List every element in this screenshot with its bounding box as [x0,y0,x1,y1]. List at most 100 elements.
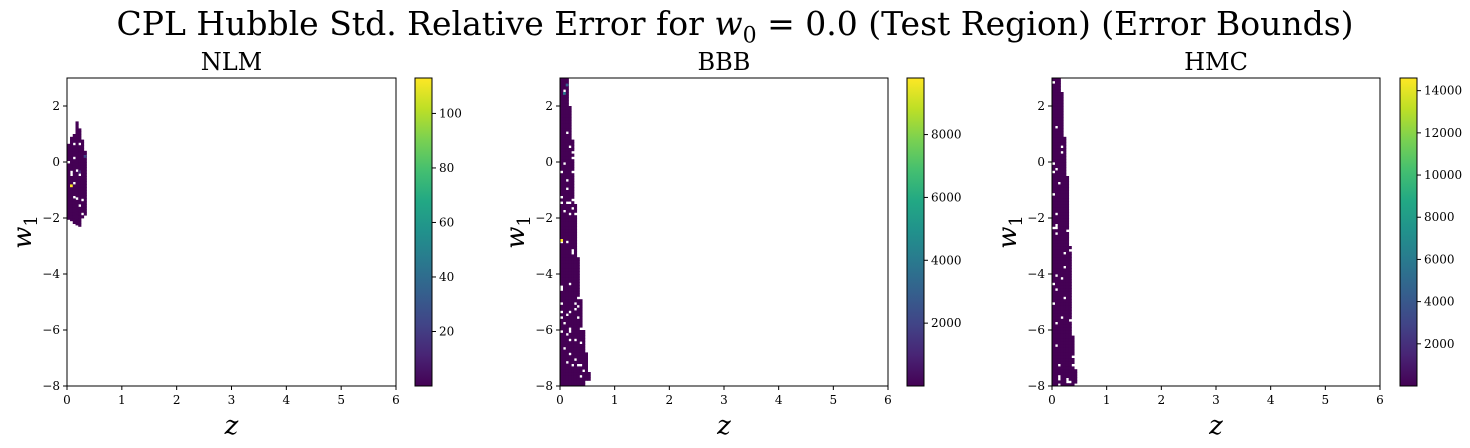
heatmap-cell [78,148,82,152]
heatmap-cell [582,330,586,334]
heatmap-cell [573,374,578,378]
heatmap-cell [1060,209,1064,213]
heatmap-cell [565,206,569,210]
heatmap-cell [1060,153,1064,157]
heatmap-cell [1052,229,1056,233]
heatmap-cell [565,262,569,266]
heatmap-cell [1057,209,1061,213]
colorbar-tick-label: 20 [439,324,454,338]
heatmap-cell [576,290,580,294]
heatmap-cell [563,201,567,205]
heatmap-cell [1068,349,1072,353]
colorbar-gradient [414,77,433,387]
heatmap-cell [571,302,575,306]
heatmap-cell [83,187,87,191]
heatmap-cell [573,246,578,250]
heatmap-cell [1055,206,1059,210]
heatmap-cell [579,313,583,317]
heatmap-cell [576,285,580,289]
heatmap-cell [560,369,564,373]
heatmap-cell [1055,290,1059,294]
heatmap-cell [1071,372,1075,376]
heatmap-cell [1052,164,1056,168]
heatmap-cell [1055,363,1059,367]
heatmap-cell [1065,363,1070,367]
heatmap-cell [1052,86,1056,90]
heatmap-cell [1052,100,1056,104]
heatmap-cell [1052,240,1056,244]
heatmap-cell [80,192,85,196]
heatmap-cell [1052,195,1056,199]
heatmap-cell [1060,338,1064,342]
heatmap-cell [1063,307,1067,311]
heatmap-cell [1065,285,1070,289]
heatmap-cell [565,120,569,124]
heatmap-cell [1055,170,1059,174]
heatmap-cell [565,181,569,185]
heatmap-cell [1055,338,1059,342]
heatmap-cell [1055,360,1059,364]
heatmap-cell [579,358,583,362]
heatmap-cell [568,134,572,138]
heatmap-cell [80,204,85,208]
heatmap-cell [568,335,572,339]
heatmap-cell [565,324,569,328]
heatmap-cell [576,372,580,376]
heatmap-cell [1068,271,1072,275]
heatmap-cell [563,218,567,222]
heatmap-cell [1065,262,1070,266]
heatmap-cell [568,285,572,289]
heatmap-cell [1055,117,1059,121]
heatmap-cell [568,187,572,191]
heatmap-cell [584,374,588,378]
heatmap-cell [72,198,76,202]
heatmap-cell [565,94,569,98]
heatmap-cell [1068,276,1072,280]
heatmap-cell [565,260,569,264]
heatmap-cell [1057,288,1061,292]
heatmap-cell [1065,307,1070,311]
heatmap-cell [571,299,575,303]
heatmap-cell [563,268,567,272]
heatmap-cell [1068,366,1072,370]
heatmap-cell [1052,268,1056,272]
heatmap-cell [70,218,74,222]
heatmap-cell [72,204,76,208]
heatmap-cell [582,380,586,384]
heatmap-cell [568,139,572,143]
heatmap-cell [571,218,575,222]
heatmap-cell [565,226,569,230]
heatmap-cell [1055,260,1059,264]
heatmap-cell [1052,293,1056,297]
heatmap-cell [75,183,79,187]
y-axis-label: w1 [501,215,535,249]
heatmap-cell [584,372,588,376]
heatmap-cell [576,257,580,261]
heatmap-cell [67,174,71,178]
colorbar-tick-label: 14000 [1424,84,1462,98]
heatmap-cell [1055,162,1059,166]
heatmap-cell [568,246,572,250]
heatmap-cell [1060,369,1064,373]
heatmap-cell [1068,302,1072,306]
heatmap-cell [1065,369,1070,373]
heatmap-cell [565,139,569,143]
heatmap-cell [563,302,567,306]
heatmap-cell [1060,274,1064,278]
heatmap-cell [1060,148,1064,152]
heatmap-cell [568,271,572,275]
heatmap-cell [75,166,79,170]
heatmap-cell [576,377,580,381]
heatmap-cell [1052,265,1056,269]
heatmap-cell [563,156,567,160]
heatmap-cell [78,192,82,196]
heatmap-cell [560,114,564,118]
heatmap-cell [560,223,564,227]
heatmap-cell [568,254,572,258]
heatmap-cell [571,215,575,219]
heatmap-cell [1060,139,1064,143]
heatmap-cell [72,167,76,171]
heatmap-cell [1065,184,1070,188]
heatmap-cell [563,86,567,90]
